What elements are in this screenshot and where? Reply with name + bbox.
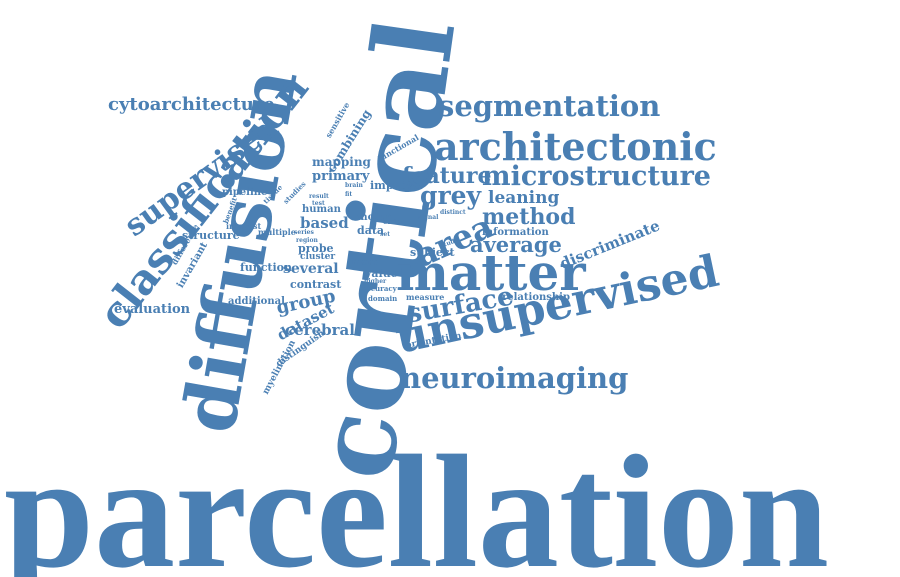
word-result: result (309, 193, 329, 200)
word-probe: probe (298, 242, 334, 255)
word-microstructure: microstructure (482, 161, 711, 192)
word-value: value (365, 267, 398, 280)
word-cluster: cluster (300, 252, 336, 262)
word-data: data (357, 224, 385, 237)
word-cytoarchitecture: cytoarchitecture (108, 94, 275, 115)
word-information: information (482, 227, 549, 238)
word-improve: improve (370, 179, 421, 192)
word-signal: signal (418, 214, 439, 221)
word-contrast: contrast (290, 278, 342, 291)
word-more: more (352, 258, 378, 268)
word-motor: motor (357, 212, 391, 223)
word-matter: matter (396, 243, 586, 302)
word-set: set (380, 231, 390, 238)
word-primary: primary (312, 169, 370, 184)
word-architectonic: architectonic (434, 124, 717, 169)
word-leaning: leaning (488, 188, 560, 208)
word-fit: fit (345, 191, 353, 198)
word-multiple: multiple (258, 227, 296, 237)
word-series: series (294, 229, 314, 236)
word-test: test (312, 200, 325, 207)
word-relationship: relationship (502, 292, 570, 303)
word-higher: higher (364, 278, 387, 285)
word-cerebral: cerebral (285, 321, 355, 339)
word-method: method (482, 204, 576, 230)
word-pipeline: pipeline (222, 187, 268, 198)
word-interest: interest (226, 221, 262, 231)
word-structure: structure (182, 229, 240, 242)
word-subject: subject (410, 246, 455, 259)
word-additional: additional (228, 296, 285, 307)
word-region: region (296, 237, 318, 244)
word-evaluation: evaluation (114, 302, 191, 317)
word-mapping: mapping (312, 155, 371, 169)
word-function: function (240, 261, 293, 274)
word-domain: domain (368, 294, 398, 303)
word-order: order (383, 217, 405, 226)
word-based: based (300, 214, 349, 232)
word-parcellation: parcellation (4, 423, 829, 577)
word-brain: brain (345, 182, 363, 189)
word-segmentation: segmentation (438, 89, 661, 123)
word-neuroimaging: neuroimaging (400, 361, 629, 395)
word-feature: feature (402, 163, 492, 189)
word-several: several (283, 261, 339, 277)
word-average: average (470, 232, 562, 257)
word-grey: grey (420, 181, 482, 210)
word-distinct: distinct (440, 209, 466, 216)
word-measure: measure (406, 292, 445, 302)
word-human: human (302, 204, 341, 215)
word-accuracy: accuracy (362, 284, 397, 293)
